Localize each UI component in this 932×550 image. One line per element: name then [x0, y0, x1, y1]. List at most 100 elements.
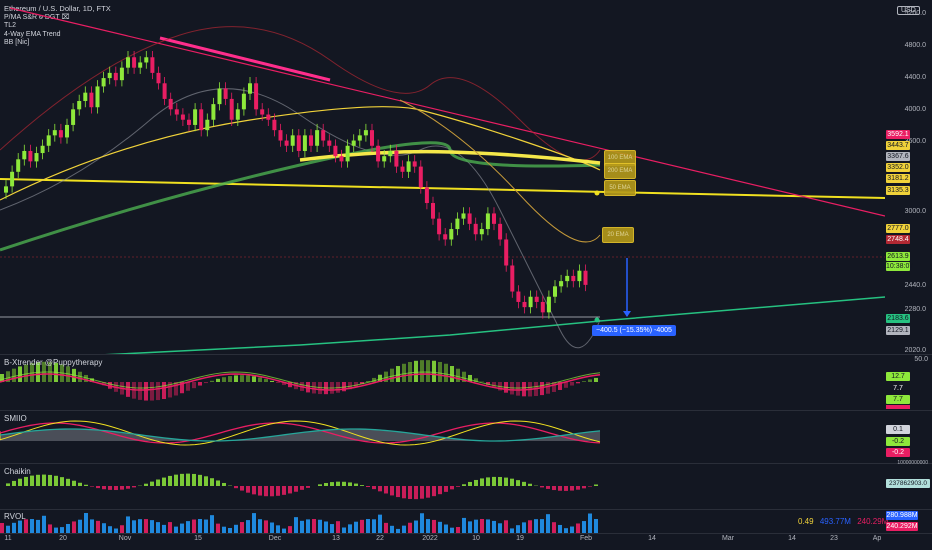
indicator-pma[interactable]: P/MA S&R ѳ DGT ⌧: [4, 13, 70, 21]
chaikin-bar: [414, 486, 418, 500]
currency-button[interactable]: USD: [897, 6, 920, 15]
candle: [174, 109, 179, 115]
time-axis-tick: 13: [332, 535, 340, 542]
smiio-line-yellow: [0, 420, 601, 446]
indicator-4way-ema[interactable]: 4-Way EMA Trend: [4, 30, 61, 38]
candle: [382, 156, 387, 162]
rvol-bar: [480, 519, 484, 533]
price-tag: 2777.0: [886, 224, 910, 233]
rvol-value-1: 0.49: [798, 517, 814, 526]
chaikin-bar: [432, 486, 436, 497]
bx-bar: [348, 382, 352, 390]
smiio-title[interactable]: SMIIO: [4, 414, 27, 423]
smiio-tag-1: 0.1: [886, 425, 910, 434]
rvol-values: 0.49 493.77M 240.29M: [798, 517, 888, 526]
rvol-bar: [150, 520, 154, 533]
chaikin-pane[interactable]: [0, 464, 885, 509]
rvol-pane[interactable]: [0, 510, 885, 533]
bx-bar: [150, 382, 154, 401]
chaikin-bar: [588, 486, 592, 487]
bxtrender-title[interactable]: B-Xtrender @Puppytherapy: [4, 358, 103, 367]
chaikin-bar: [456, 486, 460, 487]
bx-bar: [402, 363, 406, 382]
candle: [559, 281, 564, 287]
chaikin-bar: [552, 486, 556, 491]
candle: [370, 130, 374, 146]
chaikin-bar: [510, 478, 514, 486]
bx-bar: [540, 382, 544, 396]
candle: [418, 166, 423, 188]
chaikin-bar: [378, 486, 382, 492]
chaikin-bar: [252, 486, 256, 495]
chaikin-bar: [300, 486, 304, 490]
chaikin-bar: [516, 480, 520, 486]
candle: [376, 145, 381, 162]
price-tag: 3367.6: [886, 152, 910, 161]
ema-200-label: 200 EMA: [604, 163, 636, 179]
chaikin-title[interactable]: Chaikin: [4, 467, 31, 476]
rvol-bar: [186, 521, 190, 533]
symbol-title[interactable]: Ethereum / U.S. Dollar, 1D, FTX: [4, 4, 111, 13]
rvol-bar: [492, 520, 496, 533]
candle: [235, 109, 240, 120]
candle: [71, 109, 76, 125]
rvol-bar: [174, 526, 178, 533]
bx-bar: [138, 382, 142, 400]
bxtrender-pane[interactable]: [0, 355, 885, 410]
ema-20-line: [399, 99, 601, 243]
bx-tag-1: 12.7: [886, 372, 910, 381]
candle: [95, 86, 100, 108]
candle: [339, 156, 344, 162]
candle: [553, 286, 557, 297]
bx-bar: [78, 371, 82, 382]
candle: [34, 153, 39, 162]
chaikin-bar: [294, 486, 298, 492]
bx-tag-2: 7.7: [886, 384, 910, 393]
time-axis-tick: 22: [376, 535, 384, 542]
bx-bar: [252, 376, 256, 382]
bx-bar: [552, 382, 556, 392]
candle: [40, 145, 45, 154]
rvol-bar: [282, 528, 286, 533]
smiio-pane[interactable]: [0, 411, 885, 463]
bx-bar: [198, 382, 202, 386]
candle: [400, 166, 405, 172]
candle: [424, 187, 429, 204]
candle: [431, 203, 435, 219]
rvol-bar: [414, 520, 418, 533]
rvol-bar: [42, 515, 46, 533]
rvol-title[interactable]: RVOL: [4, 512, 26, 521]
indicator-bb[interactable]: BB [Nic]: [4, 39, 30, 46]
candle: [345, 145, 350, 162]
candle: [46, 135, 51, 146]
chaikin-bar: [234, 486, 238, 489]
rvol-tag-2: 240.292M: [886, 522, 918, 531]
time-axis-tick: Dec: [268, 535, 282, 542]
rvol-bar: [396, 528, 400, 533]
chaikin-bar: [162, 477, 166, 486]
rvol-bar: [522, 522, 526, 533]
price-chart[interactable]: [0, 0, 885, 354]
chaikin-bar: [576, 486, 580, 490]
time-axis-tick: 20: [59, 535, 67, 542]
rvol-bar: [156, 522, 160, 533]
candle: [22, 150, 27, 160]
bx-bar: [264, 379, 268, 382]
price-axis-tick: 3000.0: [904, 208, 926, 215]
rvol-bar: [222, 526, 226, 533]
rvol-bar: [102, 523, 106, 533]
rvol-bar: [114, 528, 118, 533]
rvol-bar: [312, 519, 316, 533]
price-axis[interactable]: 5200.0 4800.0 4400.0 4000.0 3600.0 3000.0 2440…: [885, 0, 932, 354]
rvol-bar: [126, 516, 130, 533]
indicator-tl2[interactable]: TL2: [4, 22, 17, 29]
candle: [473, 223, 478, 235]
time-axis-tick: 23: [830, 535, 838, 542]
rvol-bar: [498, 523, 502, 533]
bx-bar: [384, 371, 388, 382]
rvol-bar: [132, 520, 136, 533]
rvol-bar: [294, 517, 298, 533]
rvol-bar: [66, 523, 70, 533]
chart-legend: Ethereum / U.S. Dollar, 1D, FTX P/MA S&R…: [4, 4, 111, 48]
chaikin-bar: [114, 486, 118, 491]
